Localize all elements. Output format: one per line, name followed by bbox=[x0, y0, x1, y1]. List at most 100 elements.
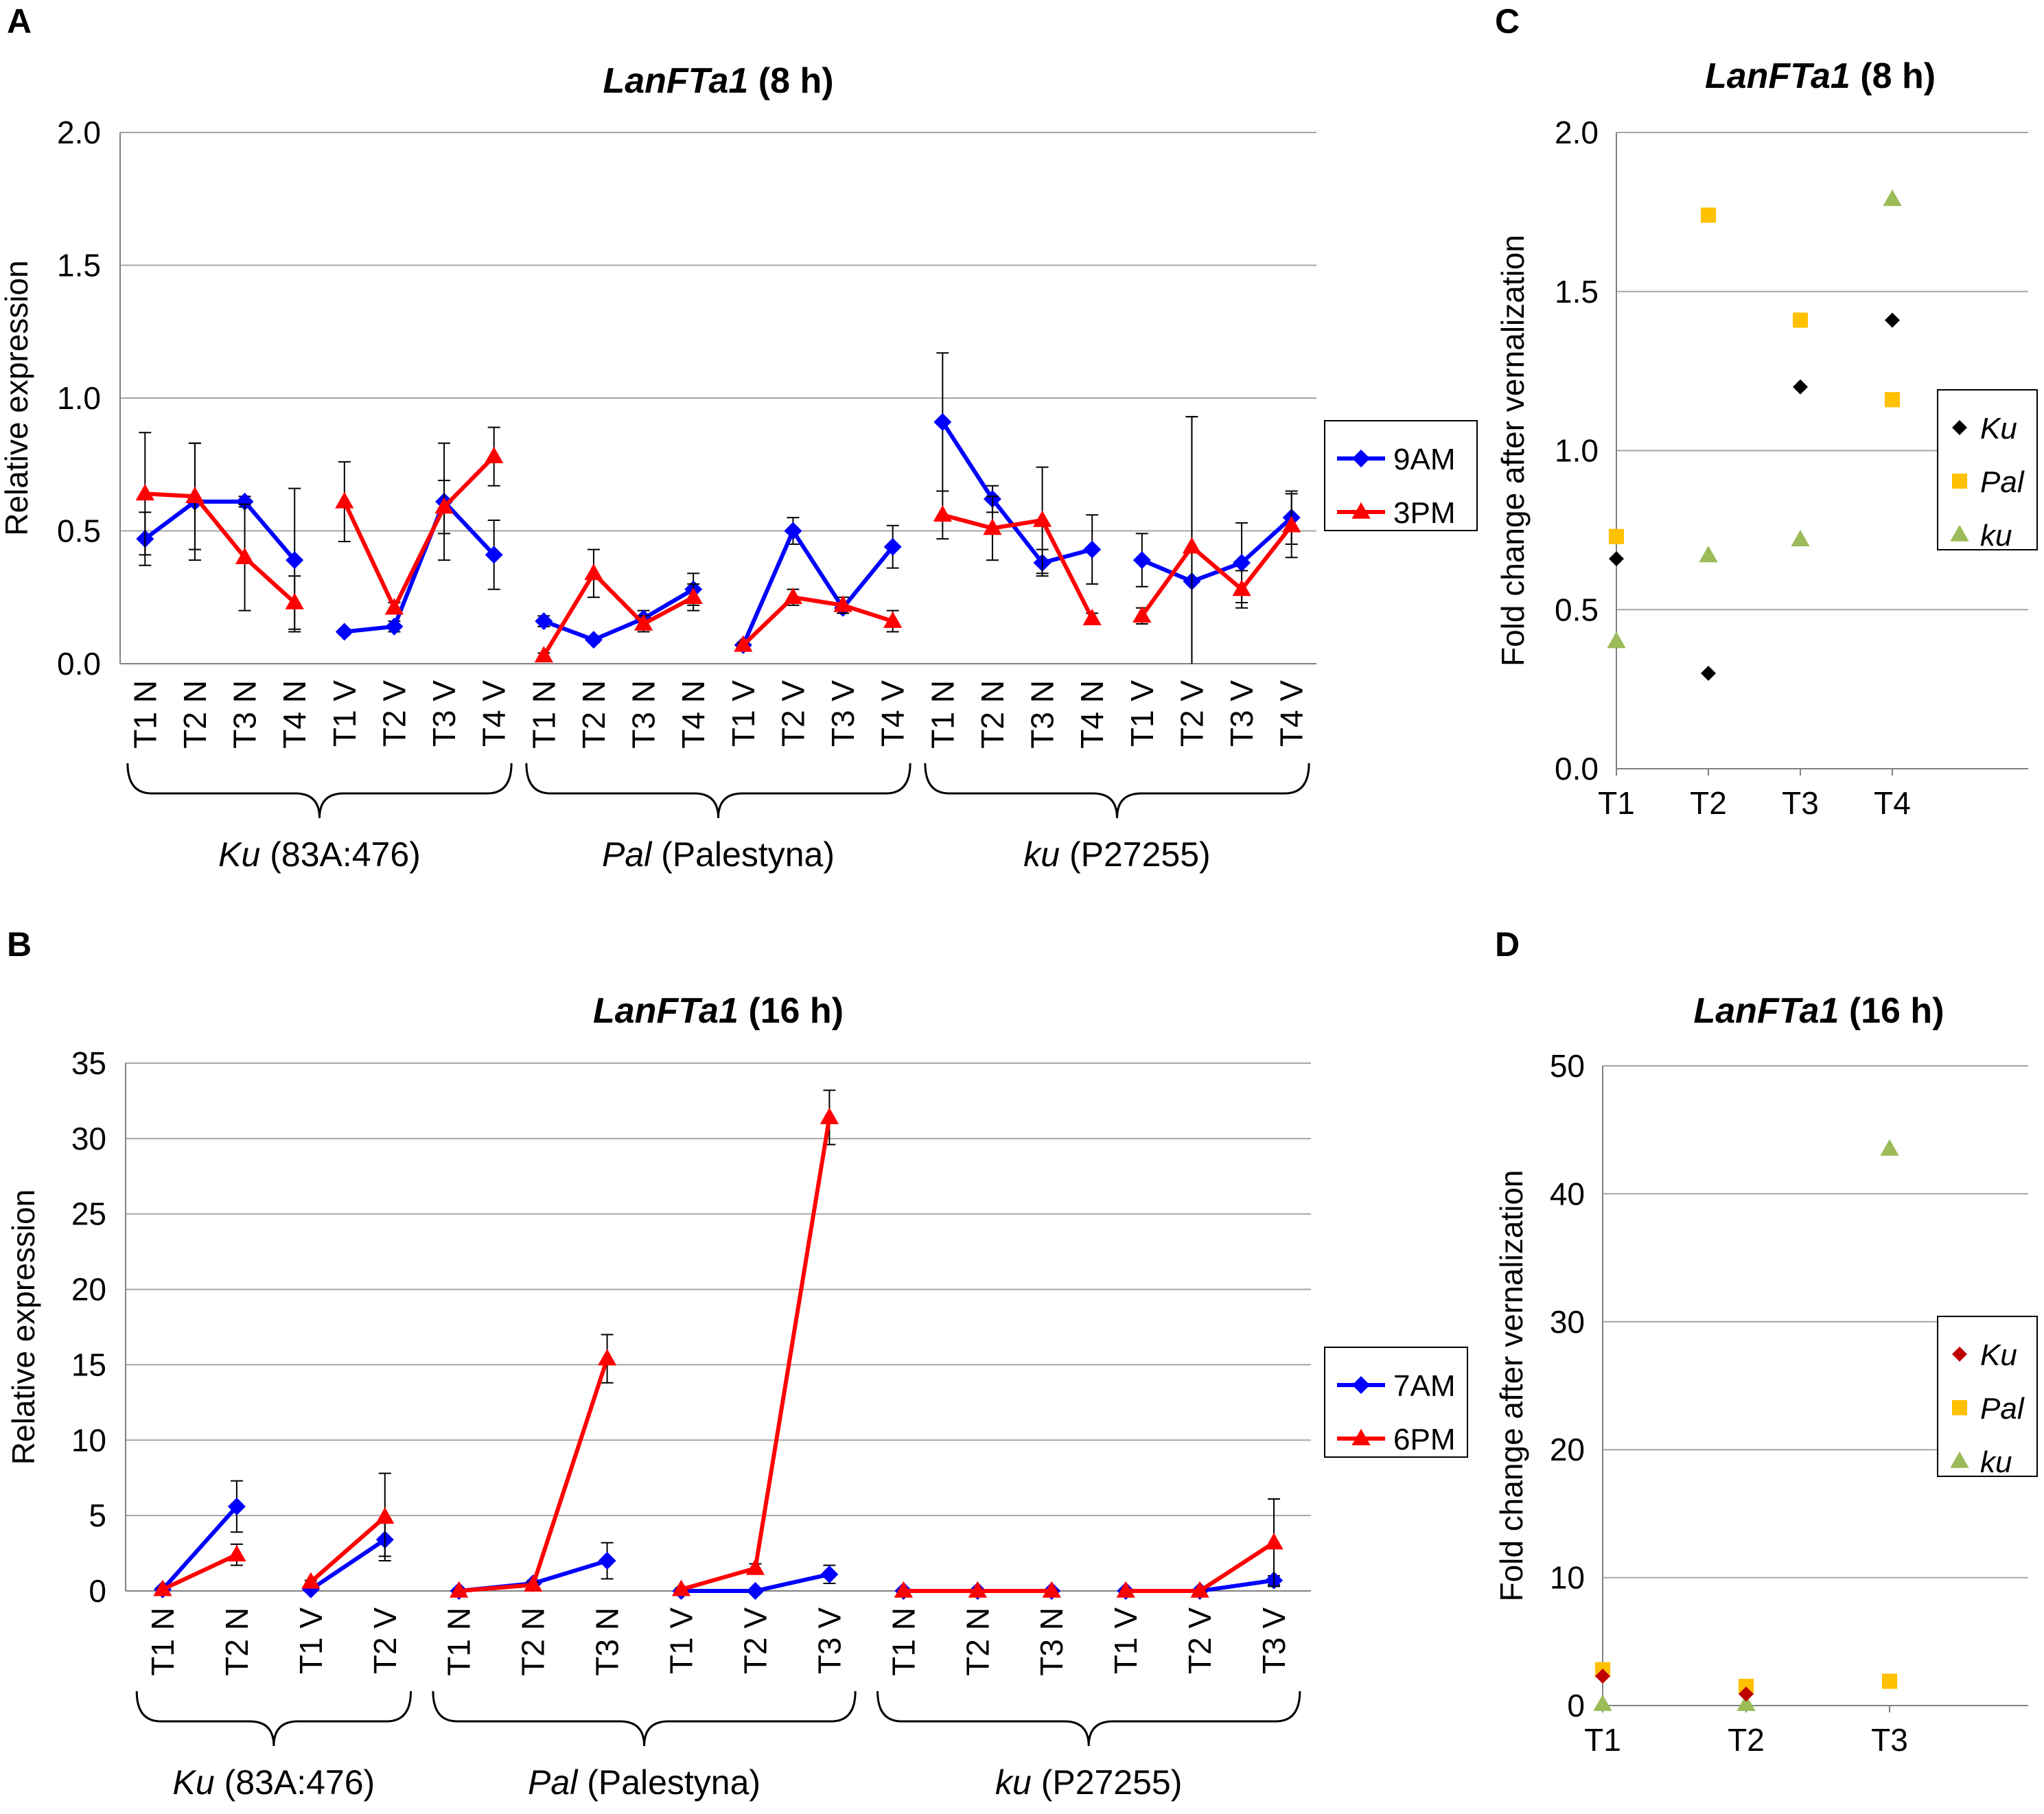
panel-b-category-label: T2 V bbox=[367, 1607, 403, 1674]
panel-a-category-label: T1 N bbox=[925, 680, 960, 749]
panel-b-y-axis-label: Relative expression bbox=[5, 1189, 41, 1465]
panel-a-ytick-label: 1.5 bbox=[57, 248, 101, 283]
panel-a-category-label: T4 N bbox=[1074, 680, 1110, 749]
panel-b-group-label: Ku (83A:476) bbox=[173, 1763, 375, 1802]
panel-a-group-brace bbox=[924, 763, 1310, 819]
panel-c-title-rest: (8 h) bbox=[1850, 56, 1936, 96]
panel-a-category-label: T2 N bbox=[576, 680, 612, 749]
panel-b-point-6pm bbox=[524, 1574, 543, 1592]
panel-c-point-ku bbox=[1885, 312, 1900, 328]
panel-b-series-line-6pm bbox=[680, 1117, 832, 1592]
panel-c-legend-label: Pal bbox=[1980, 465, 2025, 499]
panel-a-series-line-3pm bbox=[942, 513, 1094, 620]
group-label-rest: (83A:476) bbox=[215, 1763, 375, 1802]
panel-d-letter: D bbox=[1495, 925, 1520, 964]
panel-a-point-9am bbox=[1083, 540, 1102, 559]
panel-a-category-label: T3 N bbox=[227, 680, 263, 749]
panel-c-point-ku bbox=[1607, 631, 1626, 649]
panel-d-point-ku bbox=[1593, 1694, 1612, 1711]
panel-a-category-label: T2 V bbox=[1174, 680, 1209, 747]
panel-b-point-6pm bbox=[301, 1572, 321, 1589]
panel-a-point-9am bbox=[485, 546, 503, 564]
panel-b-point-6pm bbox=[745, 1558, 765, 1575]
panel-a-series-line-3pm bbox=[145, 491, 297, 605]
panel-a-series-line-9am bbox=[741, 528, 895, 647]
panel-b-letter: B bbox=[7, 925, 32, 964]
panel-c-point-pal bbox=[1608, 528, 1625, 544]
panel-b-point-6pm bbox=[1264, 1533, 1284, 1550]
panel-b-point-6pm bbox=[1190, 1581, 1209, 1598]
panel-d-legend-box bbox=[1937, 1316, 2038, 1477]
panel-a-series-line-9am bbox=[543, 588, 695, 642]
panel-b-point-6pm bbox=[1116, 1581, 1135, 1598]
panel-b-ytick-label: 5 bbox=[89, 1498, 106, 1533]
panel-a-category-label: T4 V bbox=[476, 680, 512, 747]
panel-a-ytick-label: 0.5 bbox=[57, 513, 101, 549]
panel-b-point-7am bbox=[746, 1582, 765, 1600]
panel-a-point-3pm bbox=[684, 587, 703, 604]
panel-a-group-brace bbox=[525, 763, 911, 819]
panel-d-title-italic: LanFTa1 bbox=[1693, 991, 1839, 1031]
panel-b-legend-marker bbox=[1352, 1376, 1370, 1394]
panel-a-point-3pm bbox=[384, 598, 404, 615]
panel-d-point-ku bbox=[1880, 1139, 1899, 1156]
panel-b-title-italic: LanFTa1 bbox=[593, 991, 739, 1031]
panel-a-legend-marker bbox=[1351, 502, 1371, 519]
panel-c-legend-marker bbox=[1952, 420, 1967, 435]
panel-a-series-line-9am bbox=[1141, 515, 1293, 584]
panel-b-category-label: T1 N bbox=[441, 1607, 477, 1676]
panel-b-point-7am bbox=[598, 1552, 616, 1570]
panel-b-series-line-6pm bbox=[309, 1515, 386, 1584]
panel-d-y-axis-label: Fold change after vernalization bbox=[1494, 1170, 1529, 1601]
panel-c-ytick-label: 1.5 bbox=[1555, 274, 1599, 310]
group-label-italic: ku bbox=[1023, 835, 1060, 874]
panel-a-point-9am bbox=[933, 412, 952, 431]
panel-b-point-6pm bbox=[597, 1349, 617, 1366]
panel-a-group-label: Pal (Palestyna) bbox=[602, 835, 835, 874]
panel-a-point-3pm bbox=[734, 635, 753, 652]
panel-a-series-line-3pm bbox=[741, 595, 894, 647]
panel-b-category-label: T1 N bbox=[145, 1607, 181, 1676]
panel-c-y-axis-label: Fold change after vernalization bbox=[1495, 235, 1531, 666]
panel-b-legend-label: 7AM bbox=[1393, 1369, 1455, 1403]
group-label-rest: (P27255) bbox=[1032, 1763, 1183, 1802]
panel-a-point-3pm bbox=[135, 484, 154, 501]
panel-a-point-9am bbox=[235, 492, 254, 511]
panel-d-ytick-label: 0 bbox=[1567, 1688, 1585, 1723]
panel-a-series-line-3pm bbox=[342, 455, 496, 610]
panel-b-group-brace bbox=[432, 1690, 857, 1747]
group-label-italic: Pal bbox=[528, 1763, 579, 1802]
panel-b-category-label: T2 V bbox=[1182, 1607, 1218, 1674]
panel-b-point-6pm bbox=[820, 1107, 839, 1124]
panel-b-category-label: T1 N bbox=[885, 1607, 921, 1676]
panel-a-category-label: T4 V bbox=[875, 680, 911, 747]
panel-a-point-9am bbox=[1133, 551, 1151, 570]
panel-d-legend-marker bbox=[1950, 1451, 1969, 1468]
panel-d-ytick-label: 40 bbox=[1550, 1176, 1585, 1211]
group-label-italic: Ku bbox=[218, 835, 260, 874]
panel-b-series-line-6pm bbox=[458, 1358, 609, 1593]
panel-a-point-9am bbox=[286, 551, 304, 570]
panel-a-point-9am bbox=[385, 617, 404, 636]
panel-a-category-label: T1 N bbox=[526, 680, 561, 749]
panel-a-point-3pm bbox=[1133, 606, 1152, 623]
panel-b-point-6pm bbox=[968, 1581, 987, 1598]
panel-b-category-label: T2 N bbox=[219, 1607, 255, 1676]
panel-a-category-label: T3 N bbox=[1025, 680, 1060, 749]
panel-b-point-6pm bbox=[450, 1581, 469, 1598]
panel-a-category-label: T3 N bbox=[626, 680, 662, 749]
panel-d-category-label: T2 bbox=[1728, 1722, 1765, 1758]
panel-a-ytick-label: 1.0 bbox=[57, 380, 101, 416]
panel-a-point-3pm bbox=[1282, 515, 1301, 533]
panel-b-category-label: T1 V bbox=[293, 1607, 329, 1674]
panel-a-series-line-9am bbox=[344, 499, 496, 634]
panel-c-legend-label: ku bbox=[1980, 519, 2012, 553]
panel-d-category-label: T1 bbox=[1584, 1722, 1621, 1758]
panel-a-point-3pm bbox=[584, 563, 603, 581]
panel-a-category-label: T3 V bbox=[1224, 680, 1259, 747]
panel-b-category-label: T3 N bbox=[590, 1607, 625, 1676]
panel-c-point-ku bbox=[1883, 189, 1902, 207]
panel-b-point-6pm bbox=[153, 1579, 172, 1596]
group-label-italic: Ku bbox=[173, 1763, 215, 1802]
